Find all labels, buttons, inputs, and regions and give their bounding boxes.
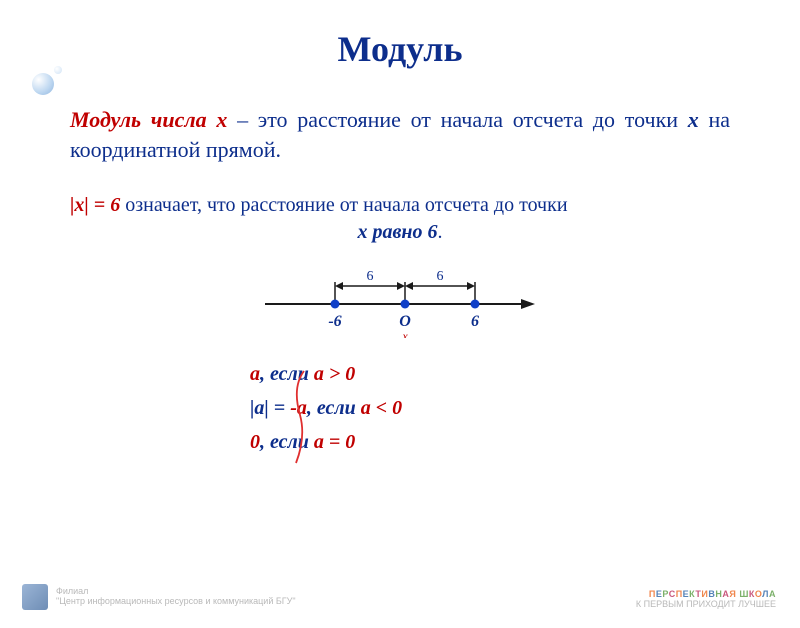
- svg-text:6: 6: [367, 269, 374, 284]
- def-prefix: Модуль числа х: [70, 107, 227, 132]
- svg-text:6: 6: [437, 269, 444, 284]
- def-var: х: [688, 107, 699, 132]
- title-text: Модуль: [337, 29, 462, 69]
- rule-line-1: а, если а > 0: [250, 357, 730, 391]
- example-text: |x| = 6 означает, что расстояние от нача…: [70, 192, 730, 246]
- rule-line-3: 0, если а = 0: [250, 425, 730, 459]
- r2p1: |a| =: [250, 397, 285, 419]
- decoration-bubble: [32, 73, 54, 95]
- ex-period: .: [438, 221, 443, 243]
- piecewise-definition: а, если а > 0 |a| = -а, если а < 0 0, ес…: [250, 357, 730, 459]
- footer-tag: К ПЕРВЫМ ПРИХОДИТ ЛУЧШЕЕ: [636, 600, 776, 610]
- r3p1: 0: [250, 431, 260, 453]
- r2p4: а < 0: [361, 397, 402, 419]
- ex-eq2: х равно 6: [357, 221, 437, 243]
- svg-text:О: О: [399, 313, 411, 330]
- footer-left-text: Филиал "Центр информационных ресурсов и …: [56, 587, 296, 607]
- footer-logo-icon: [22, 584, 48, 610]
- r1p1: а: [250, 363, 260, 385]
- svg-text:6: 6: [471, 313, 479, 330]
- footer-l2: "Центр информационных ресурсов и коммуни…: [56, 597, 296, 607]
- number-line-diagram: 6 6 -6 О 6 x: [70, 258, 730, 343]
- footer-right: ПЕРСПЕКТИВНАЯ ШКОЛА К ПЕРВЫМ ПРИХОДИТ ЛУ…: [636, 590, 776, 610]
- footer-left: Филиал "Центр информационных ресурсов и …: [22, 584, 296, 610]
- page-title: Модуль: [0, 28, 800, 70]
- brace-curve: [282, 367, 322, 467]
- ex-eq: |x| = 6: [70, 194, 120, 216]
- def-rest: – это расстояние от начала отсчета до то…: [227, 107, 687, 132]
- definition-text: Модуль числа х – это расстояние от начал…: [70, 105, 730, 164]
- rule-line-2: |a| = -а, если а < 0: [250, 391, 730, 425]
- svg-text:x: x: [401, 329, 408, 338]
- decoration-bubble: [54, 66, 62, 74]
- svg-text:-6: -6: [328, 313, 341, 330]
- ex-txt1: означает, что расстояние от начала отсче…: [120, 194, 567, 216]
